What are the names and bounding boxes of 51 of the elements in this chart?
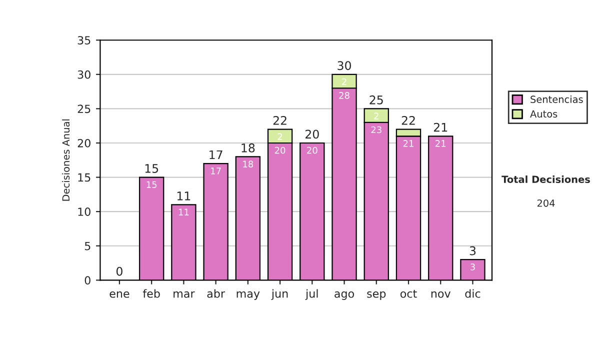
legend-label: Sentencias — [530, 95, 583, 104]
data-label: 2 — [278, 133, 282, 140]
y-tick-label: 35 — [78, 36, 90, 44]
x-tick-label: abr — [207, 289, 226, 298]
x-tick-label: jul — [305, 289, 318, 300]
data-label: 28 — [339, 92, 350, 99]
text: Total Decisiones — [502, 175, 590, 184]
text: 204 — [537, 199, 555, 207]
legend-label: Autos — [530, 110, 558, 118]
data-label: 21 — [403, 140, 414, 147]
total-label: 15 — [145, 164, 158, 173]
y-tick-label: 10 — [78, 208, 90, 216]
total-label: 22 — [402, 116, 415, 125]
y-tick-label: 5 — [84, 242, 90, 250]
x-tick-label: ene — [110, 291, 130, 298]
data-label: 15 — [146, 181, 157, 188]
total-label: 3 — [470, 246, 476, 256]
total-label: 21 — [434, 122, 448, 132]
data-label: 21 — [436, 140, 446, 147]
total-label: 25 — [370, 95, 383, 104]
data-label: 3 — [470, 264, 475, 270]
x-tick-label: may — [236, 291, 260, 300]
total-label: 17 — [210, 150, 222, 160]
x-tick-label: feb — [142, 289, 160, 298]
data-label: 2 — [342, 78, 346, 86]
x-tick-label: dic — [465, 289, 480, 298]
y-tick-label: 25 — [78, 104, 90, 114]
x-tick-label: ago — [334, 291, 354, 300]
x-tick-label: mar — [174, 291, 195, 298]
x-tick-label: oct — [400, 290, 417, 298]
x-tick-label: sep — [367, 291, 386, 300]
total-label: 20 — [306, 130, 319, 139]
total-label: 22 — [273, 116, 286, 125]
data-label: 20 — [307, 146, 318, 154]
total-label: 18 — [242, 143, 255, 152]
total-label: 0 — [116, 266, 122, 276]
y-axis-title: Decisiones Anual — [62, 119, 70, 201]
y-tick-label: 0 — [84, 276, 90, 285]
x-tick-label: nov — [431, 291, 450, 298]
data-label: 18 — [243, 160, 254, 168]
total-label: 11 — [177, 192, 190, 200]
data-label: 23 — [371, 126, 382, 134]
data-label: 20 — [274, 146, 286, 154]
x-tick-label: jun — [271, 289, 288, 300]
y-tick-label: 30 — [78, 70, 90, 79]
data-label: 17 — [211, 168, 221, 174]
y-tick-label: 20 — [78, 138, 90, 148]
total-label: 30 — [338, 61, 351, 70]
data-label: 11 — [178, 208, 189, 216]
y-tick-label: 15 — [78, 173, 90, 182]
data-label: 2 — [374, 112, 378, 120]
